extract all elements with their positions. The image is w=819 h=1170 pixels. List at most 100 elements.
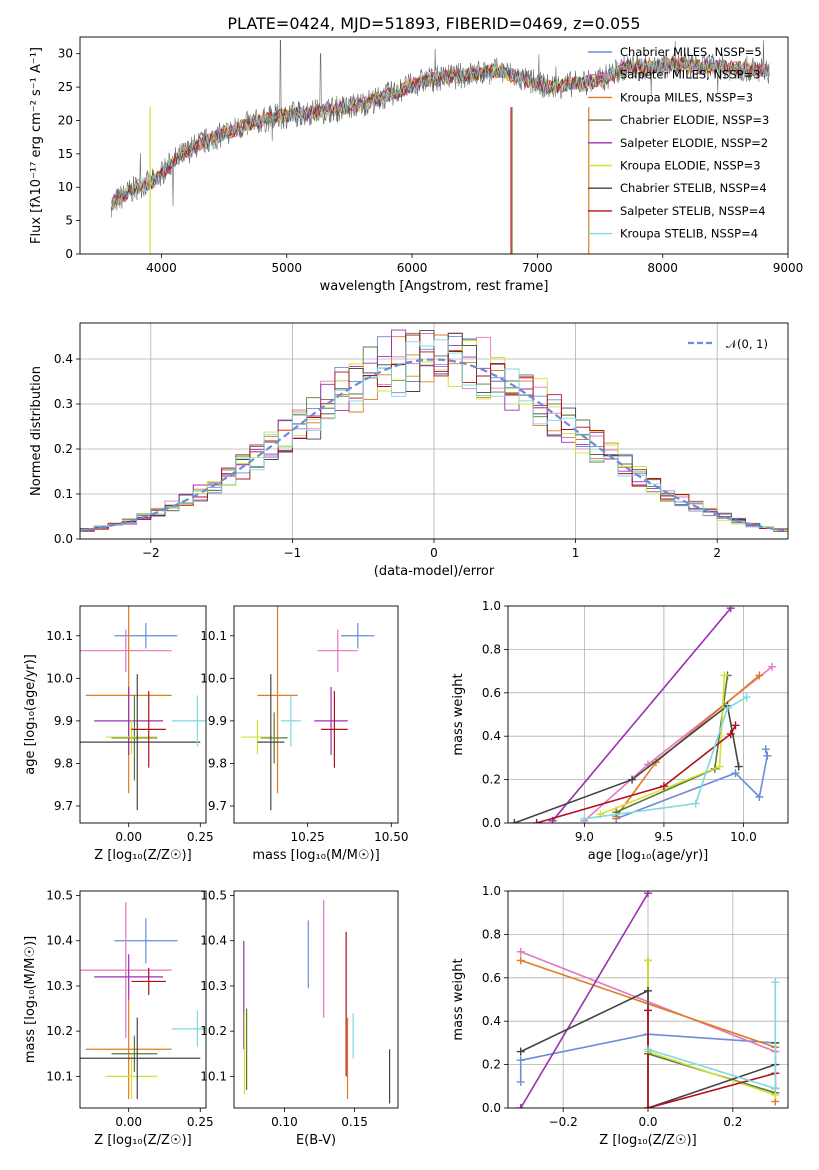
y-tick-label: 10.5 [46, 889, 73, 903]
model-spectrum [111, 56, 770, 211]
plot-frame [507, 890, 789, 1109]
y-tick-label: 0.3 [54, 397, 73, 411]
y-tick-label: 10.3 [46, 979, 73, 993]
mass-weight-line [600, 675, 726, 816]
y-axis-label: mass weight [451, 673, 466, 755]
x-tick-label: −1 [284, 546, 302, 560]
mass-weight-line [551, 607, 732, 822]
y-tick-label: 0.2 [482, 773, 501, 787]
y-tick-label: 9.7 [54, 799, 73, 813]
plot-frame [79, 890, 207, 1109]
x-tick-label: −0.2 [549, 1115, 578, 1129]
legend-label: Salpeter STELIB, NSSP=4 [620, 204, 766, 218]
x-tick-label: 9000 [773, 261, 804, 275]
plot-frame [507, 605, 789, 824]
mass-weight-line [615, 674, 760, 817]
x-tick-label: 8000 [647, 261, 678, 275]
legend-label: Salpeter MILES, NSSP=3 [620, 68, 761, 82]
y-tick-label: 10.3 [200, 979, 227, 993]
y-tick-label: 10.1 [46, 629, 73, 643]
x-tick-label: 0.2 [723, 1115, 742, 1129]
y-tick-label: 10.1 [200, 1069, 227, 1083]
errorbar-group [80, 606, 206, 811]
y-tick-label: 0.0 [482, 1101, 501, 1115]
mass-weight-line [514, 704, 740, 823]
x-axis-label: age [log₁₀(age/yr)] [588, 848, 709, 863]
chart-title-0: PLATE=0424, MJD=51893, FIBERID=0469, z=0… [227, 14, 640, 33]
legend-label: Kroupa MILES, NSSP=3 [620, 90, 753, 104]
x-tick-label: 10.50 [374, 830, 408, 844]
x-tick-label: 9.0 [575, 830, 594, 844]
x-tick-label: 0.10 [271, 1115, 298, 1129]
y-tick-label: 0.0 [482, 816, 501, 830]
mass-weight-line [647, 960, 776, 1096]
plot-frame [79, 36, 789, 255]
x-tick-label: −2 [142, 546, 160, 560]
mass-weight-line [519, 1033, 776, 1082]
x-tick-label: 0.00 [115, 830, 142, 844]
legend-label: Chabrier MILES, NSSP=5 [620, 45, 762, 59]
x-tick-label: 0.25 [187, 1115, 214, 1129]
x-tick-label: 7000 [522, 261, 553, 275]
errorbar-group [243, 900, 391, 1104]
x-axis-label: (data-model)/error [374, 564, 495, 579]
x-tick-label: 6000 [397, 261, 428, 275]
x-tick-label: 0 [430, 546, 438, 560]
spectrum-group [110, 40, 770, 254]
y-tick-label: 15 [58, 147, 73, 161]
y-tick-label: 10.0 [200, 671, 227, 685]
y-tick-label: 0.8 [482, 642, 501, 656]
y-tick-label: 0.4 [482, 1014, 501, 1028]
x-tick-label: 1 [572, 546, 580, 560]
mass-weight-line [584, 696, 747, 820]
y-tick-label: 10.1 [200, 629, 227, 643]
legend-label: Chabrier STELIB, NSSP=4 [620, 181, 767, 195]
y-axis-label: mass [log₁₀(M/M☉)] [23, 936, 38, 1063]
legend-label: 𝒩(0, 1) [726, 337, 768, 351]
y-tick-label: 9.8 [208, 756, 227, 770]
y-tick-label: 1.0 [482, 599, 501, 613]
y-tick-label: 9.9 [208, 714, 227, 728]
y-tick-label: 9.9 [54, 714, 73, 728]
y-axis-label: age [log₁₀(age/yr)] [23, 654, 38, 775]
x-tick-label: 0.25 [187, 830, 214, 844]
y-tick-label: 5 [65, 214, 73, 228]
y-axis-label: Flux [fλ10⁻¹⁷ erg cm⁻² s⁻¹ A⁻¹] [29, 47, 44, 244]
x-axis-label: Z [log₁₀(Z/Z☉)] [94, 848, 191, 863]
y-tick-label: 0.1 [54, 487, 73, 501]
x-tick-label: 0.0 [638, 1115, 657, 1129]
y-tick-label: 10.2 [200, 1024, 227, 1038]
model-spectrum [110, 58, 770, 210]
line-group [516, 891, 780, 1108]
x-axis-label: wavelength [Angstrom, rest frame] [320, 279, 549, 294]
legend-label: Kroupa STELIB, NSSP=4 [620, 227, 758, 241]
y-tick-label: 10 [58, 180, 73, 194]
hist-group [80, 329, 788, 534]
y-axis-label: Normed distribution [29, 366, 44, 496]
y-tick-label: 0.6 [482, 686, 501, 700]
y-tick-label: 25 [58, 80, 73, 94]
mass-weight-line [520, 892, 649, 1108]
x-tick-label: 0.15 [341, 1115, 368, 1129]
y-tick-label: 10.2 [46, 1024, 73, 1038]
y-tick-label: 0 [65, 247, 73, 261]
plot-frame [79, 605, 207, 824]
legend-label: Chabrier ELODIE, NSSP=3 [620, 113, 769, 127]
y-tick-label: 10.0 [46, 671, 73, 685]
y-tick-label: 20 [58, 113, 73, 127]
x-axis-label: E(B-V) [296, 1133, 336, 1148]
x-axis-label: Z [log₁₀(Z/Z☉)] [599, 1133, 696, 1148]
y-tick-label: 0.0 [54, 532, 73, 546]
y-tick-label: 9.7 [208, 799, 227, 813]
x-tick-label: 5000 [271, 261, 302, 275]
mass-weight-line [615, 675, 729, 813]
y-tick-label: 0.2 [54, 442, 73, 456]
y-tick-label: 10.4 [200, 934, 227, 948]
y-axis-label: mass weight [451, 958, 466, 1040]
y-tick-label: 10.4 [46, 934, 73, 948]
plot-frame [79, 322, 789, 540]
x-tick-label: 2 [713, 546, 721, 560]
plot-frame [233, 890, 399, 1109]
y-tick-label: 0.2 [482, 1058, 501, 1072]
